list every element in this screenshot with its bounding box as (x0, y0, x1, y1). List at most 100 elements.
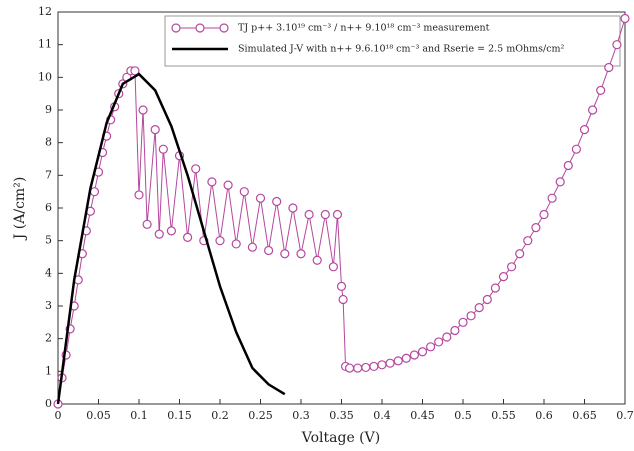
data-point (490, 283, 500, 293)
x-tick-label: 0.25 (248, 409, 273, 422)
data-point (332, 209, 343, 220)
x-tick-label: 0.2 (211, 409, 229, 422)
data-point (207, 177, 217, 187)
y-tick-label: 6 (45, 201, 52, 214)
x-tick-label: 0.65 (572, 409, 597, 422)
data-point (466, 311, 476, 321)
data-point (280, 249, 290, 259)
plot-frame (57, 11, 626, 405)
data-point (158, 144, 168, 154)
x-tick-label: 0.45 (410, 409, 435, 422)
data-point (142, 219, 152, 229)
data-point (442, 332, 452, 342)
y-tick-label: 3 (45, 299, 52, 312)
data-point (255, 193, 266, 203)
data-point (239, 187, 249, 197)
data-point (369, 361, 379, 372)
data-point (215, 236, 225, 246)
data-point (338, 294, 348, 305)
data-point (361, 362, 371, 373)
data-point (247, 242, 257, 252)
data-point (417, 347, 428, 357)
x-tick-label: 0.7 (616, 409, 634, 422)
data-point (587, 105, 598, 115)
y-tick-label: 7 (45, 168, 52, 181)
data-point (296, 249, 306, 259)
data-point (264, 245, 274, 256)
data-point (426, 342, 436, 352)
data-point (498, 272, 509, 282)
data-point (571, 144, 582, 154)
data-point (231, 239, 241, 249)
data-point (385, 358, 395, 368)
legend-marker (219, 23, 229, 33)
x-tick-label: 0.55 (491, 409, 516, 422)
data-point (336, 281, 347, 291)
data-point (604, 62, 614, 73)
data-point (555, 177, 565, 187)
y-tick-label: 4 (45, 266, 52, 279)
legend-label: TJ p++ 3.10¹⁹ cm⁻³ / n++ 9.10¹⁸ cm⁻³ mea… (238, 23, 490, 34)
data-point (223, 180, 233, 190)
legend-label: Simulated J-V with n++ 9.6.10¹⁸ cm⁻³ and… (238, 44, 565, 55)
y-tick-label: 2 (45, 332, 52, 345)
legend-box (164, 15, 621, 67)
data-point (482, 294, 492, 305)
x-tick-label: 0 (55, 409, 62, 422)
y-tick-label: 1 (45, 364, 52, 377)
data-point (474, 303, 484, 313)
data-point (401, 353, 411, 363)
data-point (89, 187, 100, 197)
data-point (304, 209, 314, 220)
y-tick-label: 8 (45, 136, 52, 149)
data-point (345, 363, 355, 373)
y-tick-label: 5 (45, 234, 52, 247)
data-point (312, 255, 322, 265)
data-point (620, 13, 630, 24)
data-point (563, 160, 573, 171)
data-point (353, 363, 363, 373)
data-point (328, 262, 338, 272)
data-point (393, 356, 403, 366)
x-axis-label: Voltage (V) (301, 430, 380, 446)
y-tick-label: 0 (45, 397, 52, 410)
y-axis-label: J (A/cm²) (12, 177, 28, 242)
legend-marker (171, 23, 181, 33)
data-point (320, 209, 330, 220)
x-tick-label: 0.05 (86, 409, 111, 422)
data-point (523, 236, 533, 246)
series-line (57, 18, 626, 405)
data-point (515, 249, 525, 259)
x-tick-label: 0.6 (535, 409, 553, 422)
data-point (134, 190, 144, 200)
y-tick-label: 11 (38, 38, 52, 51)
data-point (183, 232, 193, 242)
x-tick-label: 0.3 (292, 409, 310, 422)
data-point (288, 203, 298, 213)
data-point (191, 164, 201, 174)
x-tick-label: 0.15 (167, 409, 192, 422)
data-point (547, 193, 557, 203)
x-tick-label: 0.4 (373, 409, 391, 422)
data-point (154, 229, 164, 239)
data-point (507, 262, 517, 272)
data-point (130, 66, 140, 76)
data-point (579, 125, 590, 135)
data-point (434, 337, 444, 347)
data-point (409, 350, 419, 360)
data-point (531, 223, 541, 233)
data-point (450, 325, 460, 336)
data-point (539, 209, 549, 220)
data-point (596, 85, 606, 96)
data-point (166, 226, 176, 236)
y-tick-label: 10 (38, 70, 52, 83)
data-point (612, 40, 622, 50)
y-tick-label: 12 (38, 5, 52, 18)
legend-marker (195, 23, 205, 33)
data-point (458, 317, 468, 327)
y-tick-label: 9 (45, 103, 52, 116)
data-point (150, 125, 160, 135)
data-point (377, 360, 387, 370)
series-line (56, 72, 286, 405)
